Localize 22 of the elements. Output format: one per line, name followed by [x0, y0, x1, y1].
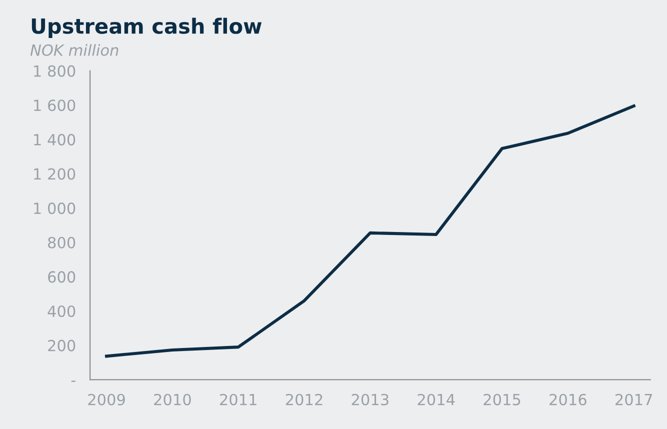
y-tick-label: 200 [48, 340, 76, 352]
x-tick-label: 2013 [352, 394, 388, 406]
y-tick-label: - [71, 380, 76, 382]
x-tick-label: 2010 [154, 394, 191, 406]
y-tick-label: 400 [48, 305, 76, 318]
x-tick-label: 2011 [220, 394, 256, 406]
line-series [104, 104, 636, 358]
y-tick-label: 800 [48, 236, 76, 248]
x-tick-label: 2012 [286, 394, 322, 406]
y-tick-label: 1 800 [34, 65, 76, 77]
x-tick-label: 2015 [484, 394, 520, 406]
chart-title: Upstream cash flow [32, 18, 262, 38]
chart-subtitle: NOK million [30, 44, 118, 56]
y-tick-label: 1 600 [34, 100, 76, 112]
x-tick-label: 2014 [418, 394, 455, 406]
y-tick-label: 600 [48, 271, 76, 283]
y-tick-label: 1 200 [34, 168, 76, 180]
y-tick-label: 1 000 [34, 202, 76, 214]
y-tick-label: 1 400 [34, 134, 76, 146]
x-tick-label: 2016 [550, 394, 586, 406]
x-tick-label: 2017 [616, 394, 652, 406]
x-tick-label: 2009 [88, 394, 125, 406]
